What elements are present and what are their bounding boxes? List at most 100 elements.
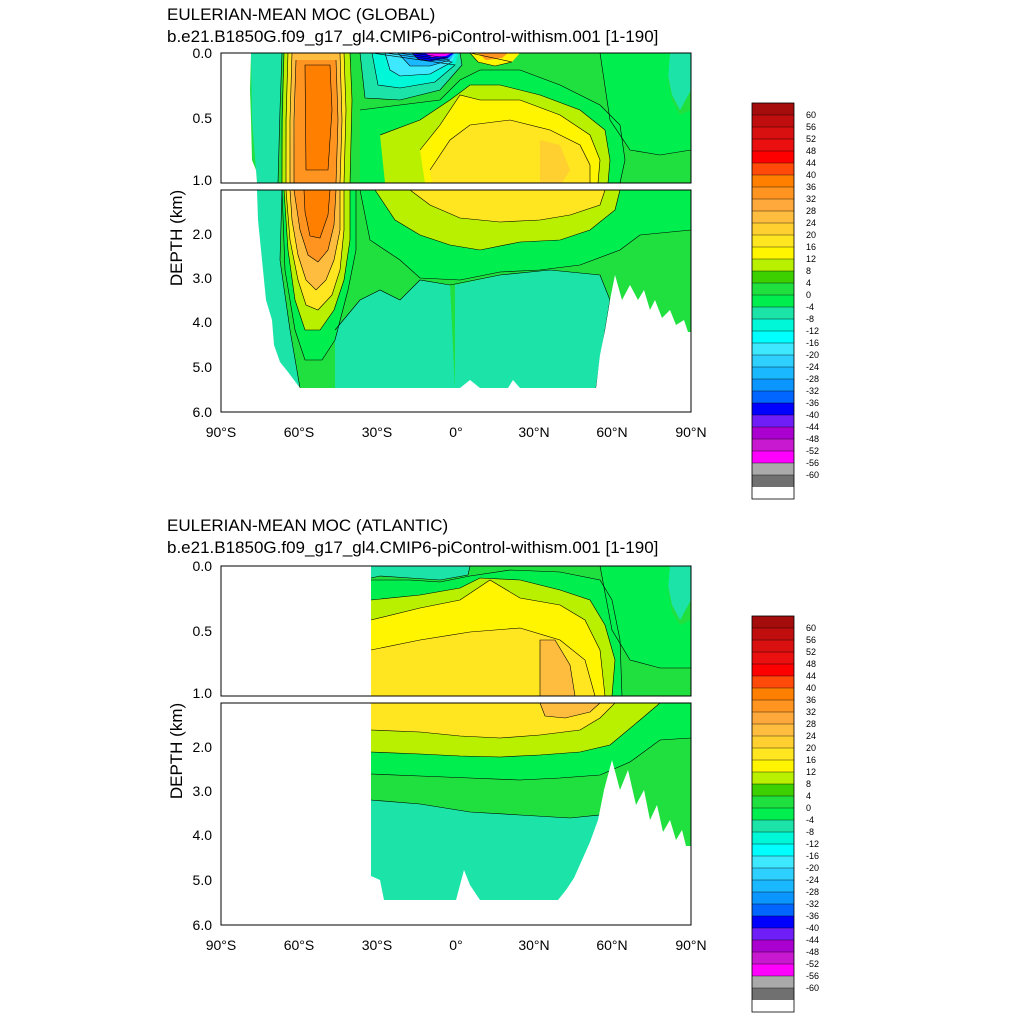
- atlantic-xtick-90s: 90°S: [206, 937, 237, 953]
- colorbar-box: [752, 271, 794, 284]
- colorbar-box: [752, 307, 794, 320]
- atlantic-title: EULERIAN-MEAN MOC (ATLANTIC): [167, 516, 448, 535]
- contour-fill-neg4-south: [251, 53, 282, 183]
- colorbar-tick-label: 60: [806, 110, 816, 120]
- colorbar-tick-label: -44: [806, 935, 819, 945]
- colorbar-box: [752, 1000, 794, 1013]
- colorbar-box: [752, 688, 794, 701]
- colorbar-box: [752, 223, 794, 236]
- colorbar-box: [752, 355, 794, 368]
- atlantic-ytick-2-0: 2.0: [193, 739, 213, 755]
- colorbar-box: [752, 748, 794, 761]
- global-xtick-60n: 60°N: [596, 424, 627, 440]
- colorbar-box: [752, 211, 794, 224]
- atlantic-xtick-30s: 30°S: [362, 937, 393, 953]
- colorbar-box: [752, 712, 794, 725]
- colorbar-tick-label: -24: [806, 875, 819, 885]
- colorbar-box: [752, 415, 794, 428]
- colorbar-tick-label: -8: [806, 827, 814, 837]
- colorbar-box: [752, 403, 794, 416]
- global-ytick-5-0: 5.0: [193, 359, 213, 375]
- colorbar-box: [752, 235, 794, 248]
- colorbar-tick-label: -48: [806, 947, 819, 957]
- colorbar-box: [752, 928, 794, 941]
- colorbar-tick-label: -40: [806, 410, 819, 420]
- colorbar-box: [752, 247, 794, 260]
- atlantic-upper-field: [221, 566, 691, 696]
- atlantic-ytick-4-0: 4.0: [193, 827, 213, 843]
- colorbar-tick-label: -44: [806, 422, 819, 432]
- colorbar-box: [752, 487, 794, 500]
- global-upper-contours: [277, 53, 691, 183]
- colorbar-tick-label: -8: [806, 314, 814, 324]
- colorbar-tick-label: -16: [806, 338, 819, 348]
- colorbar-box: [752, 760, 794, 773]
- colorbar-tick-label: 52: [806, 647, 816, 657]
- colorbar-box: [752, 379, 794, 392]
- colorbar-tick-label: 48: [806, 146, 816, 156]
- atlantic-ylabel: DEPTH (km): [167, 703, 186, 799]
- colorbar-box: [752, 451, 794, 464]
- colorbar-tick-label: 16: [806, 242, 816, 252]
- colorbar-tick-label: -40: [806, 923, 819, 933]
- colorbar-tick-label: 40: [806, 683, 816, 693]
- contour-fill-24-cell: [540, 140, 570, 183]
- contour-fill-4-north: [600, 53, 691, 155]
- global-ylabel: DEPTH (km): [167, 190, 186, 286]
- a-contour-fill-4-north: [600, 566, 691, 668]
- colorbar-box: [752, 628, 794, 641]
- global-xtick-30s: 30°S: [362, 424, 393, 440]
- colorbar-box: [752, 331, 794, 344]
- colorbar-box: [752, 163, 794, 176]
- global-upper-field: [221, 53, 691, 183]
- atlantic-xtick-90n: 90°N: [675, 937, 706, 953]
- colorbar-tick-label: 20: [806, 743, 816, 753]
- colorbar-box: [752, 772, 794, 785]
- global-xtick-90n: 90°N: [675, 424, 706, 440]
- atlantic-ytick-3-0: 3.0: [193, 783, 213, 799]
- a-contour-fill-neg4-arctic: [665, 566, 691, 620]
- global-ytick-3-0: 3.0: [193, 270, 213, 286]
- colorbar-tick-label: 56: [806, 635, 816, 645]
- colorbar-tick-label: -12: [806, 839, 819, 849]
- colorbar-tick-label: 48: [806, 659, 816, 669]
- colorbar-tick-label: 8: [806, 266, 811, 276]
- colorbar-box: [752, 976, 794, 989]
- colorbar-frame: [751, 615, 795, 1013]
- colorbar-tick-label: 44: [806, 158, 816, 168]
- global-ytick-2-0: 2.0: [193, 226, 213, 242]
- colorbar-box: [752, 916, 794, 929]
- colorbar-tick-label: 20: [806, 230, 816, 240]
- colorbar-box: [752, 952, 794, 965]
- global-lower-frame: [220, 189, 692, 413]
- atlantic-lower-field: [221, 703, 691, 925]
- colorbar-box: [752, 904, 794, 917]
- colorbar-tick-label: -32: [806, 386, 819, 396]
- contour-fill-16-cell-lower: [410, 190, 605, 222]
- contour-fill-36-deacon-lower: [304, 190, 330, 238]
- a-contour-fill-20: [371, 628, 595, 696]
- global-xtick-0: 0°: [449, 424, 462, 440]
- atlantic-xtick-60n: 60°N: [596, 937, 627, 953]
- colorbar-box: [752, 463, 794, 476]
- colorbar-box: [752, 652, 794, 665]
- global-upper-frame: [220, 52, 692, 184]
- colorbar-box: [752, 640, 794, 653]
- colorbar-tick-label: 12: [806, 254, 816, 264]
- a-contour-fill-neg4-abyss: [371, 800, 610, 900]
- global-xtick-30n: 30°N: [518, 424, 549, 440]
- colorbar-box: [752, 868, 794, 881]
- colorbar-box: [752, 736, 794, 749]
- colorbar-tick-label: 40: [806, 170, 816, 180]
- global-subtitle: b.e21.B1850G.f09_g17_gl4.CMIP6-piControl…: [167, 27, 658, 46]
- contour-fill-neg4-south-lower: [257, 190, 300, 388]
- colorbar-tick-label: -36: [806, 398, 819, 408]
- atlantic-lower-frame: [220, 702, 692, 926]
- global-xtick-60s: 60°S: [284, 424, 315, 440]
- colorbar-box: [752, 616, 794, 629]
- colorbar-box: [752, 844, 794, 857]
- colorbar-box: [752, 439, 794, 452]
- colorbar-tick-label: 28: [806, 719, 816, 729]
- colorbar-box: [752, 319, 794, 332]
